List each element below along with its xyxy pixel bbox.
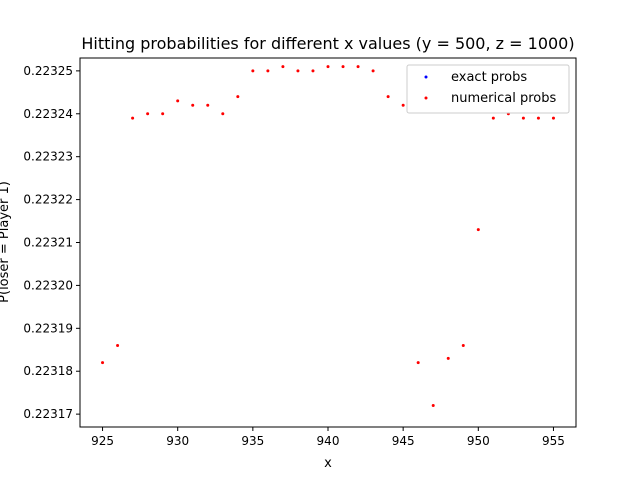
legend-box [406, 64, 570, 114]
x-tick-label: 945 [392, 434, 415, 448]
legend-marker-exact [424, 75, 428, 79]
y-tick-label: 0.22317 [23, 407, 73, 421]
data-point [116, 343, 120, 347]
legend-marker-numerical [424, 96, 428, 100]
y-tick-label: 0.22325 [23, 64, 73, 78]
data-point [491, 116, 495, 120]
data-point [311, 69, 315, 73]
data-point [221, 112, 225, 116]
y-axis: 0.22317 0.22318 0.22319 0.22320 0.22321 0.223… [23, 64, 80, 421]
plot-frame [79, 57, 577, 428]
y-tick-label: 0.22324 [23, 107, 73, 121]
x-tick-label: 935 [241, 434, 264, 448]
x-axis: 925 930 935 940 945 950 955 [91, 427, 565, 448]
data-point [536, 116, 540, 120]
data-point [341, 65, 345, 69]
legend: exact probs numerical probs [406, 64, 570, 114]
y-tick-label: 0.22322 [23, 193, 73, 207]
y-tick-label: 0.22318 [23, 364, 73, 378]
data-point [446, 356, 450, 360]
data-point [416, 361, 420, 365]
data-point [551, 116, 555, 120]
y-tick-label: 0.22320 [23, 278, 73, 292]
data-point [281, 65, 285, 69]
x-axis-label: x [324, 456, 332, 471]
plot-points [101, 65, 555, 408]
legend-label-numerical: numerical probs [451, 91, 556, 106]
y-tick-label: 0.22319 [23, 321, 73, 335]
data-point [386, 95, 390, 99]
y-axis-label: P(loser = Player 1) [0, 181, 12, 303]
data-point [431, 404, 435, 408]
data-point [356, 65, 360, 69]
data-point [236, 95, 240, 99]
data-point [191, 103, 195, 107]
x-tick-label: 925 [91, 434, 114, 448]
data-point [206, 103, 210, 107]
data-point [461, 343, 465, 347]
data-point [131, 116, 135, 120]
data-point [251, 69, 255, 73]
y-tick-label: 0.22323 [23, 150, 73, 164]
chart-title: Hitting probabilities for different x va… [81, 34, 574, 53]
x-tick-label: 930 [166, 434, 189, 448]
legend-label-exact: exact probs [451, 70, 527, 85]
data-point [146, 112, 150, 116]
x-tick-label: 950 [467, 434, 490, 448]
data-point [521, 116, 525, 120]
data-point [401, 103, 405, 107]
x-tick-label: 940 [317, 434, 340, 448]
data-point [326, 65, 330, 69]
data-point [296, 69, 300, 73]
data-point [476, 228, 480, 232]
data-point [371, 69, 375, 73]
data-point [176, 99, 180, 103]
y-tick-label: 0.22321 [23, 236, 73, 250]
data-point [101, 361, 105, 365]
data-point [266, 69, 270, 73]
x-tick-label: 955 [542, 434, 565, 448]
data-point [161, 112, 165, 116]
